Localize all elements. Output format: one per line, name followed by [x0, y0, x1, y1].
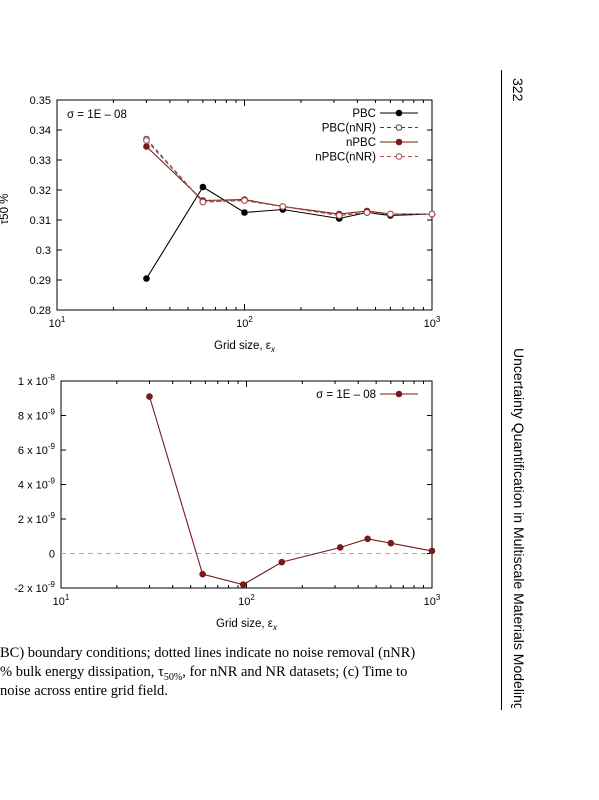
y-tick-label: 0.33 [30, 155, 51, 167]
x-axis-label: Grid size, εx [214, 340, 276, 354]
data-point [387, 210, 394, 218]
y-axis-label: τ50 % [0, 194, 11, 225]
y-tick-label: 0.34 [30, 125, 51, 137]
page-number: 322 [510, 78, 526, 102]
data-point [199, 198, 207, 206]
y-tick-label: 0 [49, 549, 55, 561]
legend-label: PBC [352, 108, 376, 120]
margin-rule [501, 70, 502, 710]
caption-line-2-tail: , for nNR and NR datasets; (c) Time to [182, 664, 408, 680]
sigma-annotation: σ = 1E – 08 [67, 109, 127, 121]
series-line [146, 186, 433, 279]
x-tick-label: 101 [49, 315, 66, 330]
data-point [428, 210, 436, 218]
caption-line-2: % bulk energy dissipation, τ50%, for nNR… [0, 663, 470, 683]
data-point [363, 209, 371, 216]
running-head-text: Uncertainty Quantification in Multiscale… [511, 348, 527, 708]
legend-label: σ = 1E – 08 [316, 389, 376, 401]
y-tick-label: 0.3 [36, 245, 51, 257]
caption-line-1: BC) boundary conditions; dotted lines in… [0, 645, 416, 661]
data-point [146, 393, 153, 400]
y-tick-label: 6 x 10-9 [18, 442, 56, 457]
x-tick-label: 102 [236, 315, 253, 330]
data-point [143, 137, 150, 144]
chart-tau50-vs-grid-size: 0.28 0.29 0.3 0.31 0.32 0.33 0.34 0.35 101 102 103… [0, 95, 441, 354]
series-line [146, 140, 432, 217]
legend-label: nPBC [346, 137, 376, 149]
data-point [241, 209, 248, 216]
legend-marker [395, 109, 403, 117]
legend-label: PBC(nNR) [322, 123, 376, 135]
data-point [239, 581, 247, 588]
data-point [199, 570, 206, 578]
data-point [428, 547, 436, 555]
data-point [143, 275, 150, 282]
data-point [143, 143, 150, 150]
x-axis-label: Grid size, εx [216, 618, 278, 632]
y-tick-label: -2 x 10-9 [14, 580, 55, 595]
y-tick-label: 0.29 [30, 275, 51, 287]
data-point [335, 212, 343, 219]
page-number-text: 322 [510, 78, 526, 102]
y-tick-label: 1 x 10-8 [18, 373, 56, 388]
legend-label: nPBC(nNR) [315, 152, 376, 164]
y-tick-label: 8 x 10-9 [18, 408, 56, 423]
y-tick-label: 0.28 [30, 305, 51, 317]
caption-line-2-sub: 50% [163, 671, 183, 683]
data-point [387, 539, 395, 547]
plot-frame [60, 380, 433, 589]
caption-line-3: noise across entire grid field. [0, 683, 168, 699]
legend-marker [395, 390, 403, 398]
x-tick-label: 103 [424, 593, 441, 608]
y-tick-label: 2 x 10-9 [18, 511, 56, 526]
figure-caption: BC) boundary conditions; dotted lines in… [0, 644, 470, 701]
data-point [279, 203, 287, 210]
y-tick-label: 0.31 [30, 215, 51, 227]
caption-line-2-head: % bulk energy dissipation, τ [0, 664, 164, 680]
x-tick-label: 103 [424, 315, 441, 330]
running-head: Uncertainty Quantification in Multiscale… [511, 348, 527, 708]
y-tick-label: 0.35 [30, 95, 51, 107]
series-line [146, 138, 432, 217]
y-tick-label: 4 x 10-9 [18, 477, 56, 492]
data-point [241, 197, 248, 204]
data-point [364, 535, 371, 543]
data-point [199, 183, 207, 191]
y-tick-label: 0.32 [30, 185, 51, 197]
legend-marker [395, 153, 403, 160]
legend-marker [395, 124, 403, 131]
x-tick-label: 102 [238, 593, 255, 608]
data-point [278, 558, 286, 566]
data-point [336, 544, 344, 551]
x-tick-label: 101 [53, 593, 70, 608]
series-line [148, 396, 433, 586]
chart-time-vs-grid-size: -2 x 10-9 0 2 x 10-9 4 x 10-9 6 x 10-9 8 x 10… [14, 373, 441, 632]
legend-marker [395, 138, 403, 146]
